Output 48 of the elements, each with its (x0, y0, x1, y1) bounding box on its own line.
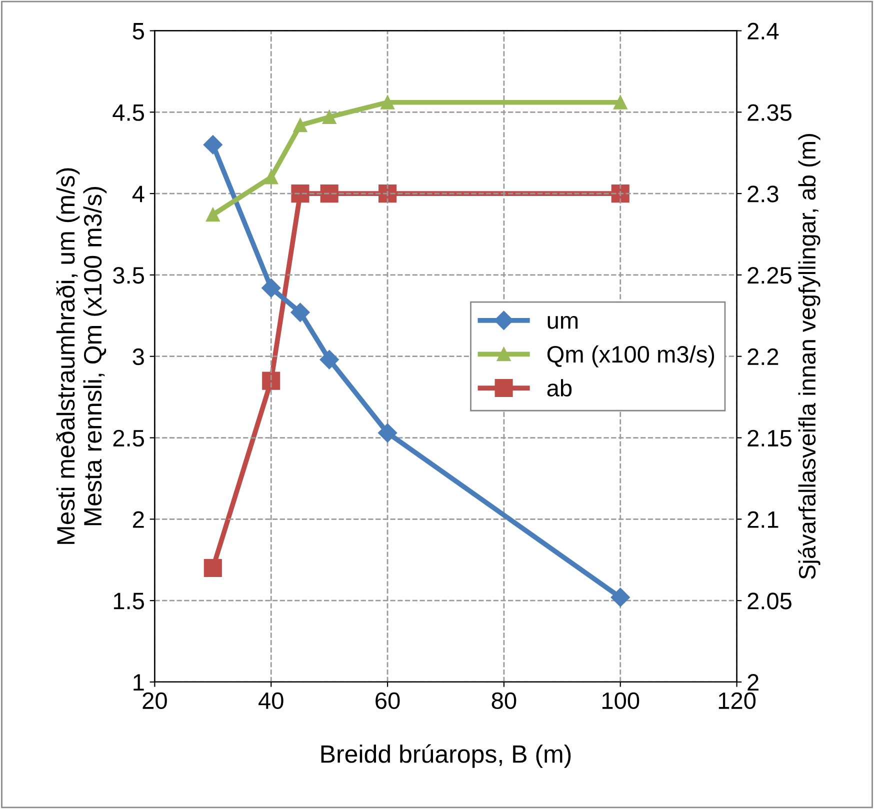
legend-label: ab (547, 379, 572, 397)
point (322, 110, 336, 124)
y-tick-label: 4.5 (112, 104, 144, 121)
point (290, 302, 310, 322)
x-tick-label: 20 (142, 692, 167, 710)
point (611, 184, 630, 203)
y2-axis-title: Sjávarfallasveifla innan vegfyllingar, ab (m) (798, 134, 820, 580)
y-axis-title: Mesti meðalstraumhraði, um (m/s) Mesta rennsli, Qm (x100 m3/s) (56, 168, 107, 544)
y-tick-label: 1.5 (114, 592, 144, 610)
y-tick-label: 1 (134, 674, 144, 691)
point (610, 588, 630, 607)
legend-label: Qm (x100 m3/s) (547, 345, 714, 368)
y2-tick-label: 2.3 (748, 186, 778, 202)
y2-tick-label: 2.35 (748, 104, 792, 121)
x-tick-label: 80 (492, 692, 516, 710)
y2-tick-label: 2.25 (748, 267, 792, 284)
y-tick-label: 2.5 (113, 430, 144, 447)
point (291, 184, 310, 203)
y-tick-label: 5 (132, 23, 144, 40)
y-tick-label: 3.5 (113, 267, 144, 284)
point (203, 135, 222, 154)
point (293, 118, 308, 132)
point (320, 350, 339, 370)
point (613, 95, 628, 110)
x-tick-label: 40 (258, 692, 284, 710)
y-tick-label: 2 (133, 511, 144, 528)
y-tick-label: 3 (132, 348, 144, 366)
y-tick-label: 4 (132, 186, 144, 202)
y2-tick-label: 2.15 (748, 430, 792, 447)
x-tick-label: 60 (376, 692, 400, 710)
point (264, 170, 278, 184)
y2-tick-label: 2.4 (748, 22, 779, 40)
point (262, 372, 280, 390)
point (262, 278, 281, 298)
point (320, 184, 338, 203)
y2-tick-label: 2.2 (748, 348, 778, 365)
x-axis-title: Breidd brúarops, B (m) (321, 744, 571, 768)
y2-tick-label: 2 (748, 674, 758, 691)
point (380, 95, 394, 110)
point (378, 423, 398, 442)
point (206, 208, 220, 222)
x-tick-label: 120 (718, 692, 756, 710)
x-tick-label: 100 (602, 692, 640, 710)
point (204, 558, 222, 578)
y2-tick-label: 2.05 (748, 592, 792, 610)
legend-label: um (548, 316, 578, 329)
point (378, 184, 397, 203)
y2-tick-label: 2.1 (748, 511, 778, 528)
